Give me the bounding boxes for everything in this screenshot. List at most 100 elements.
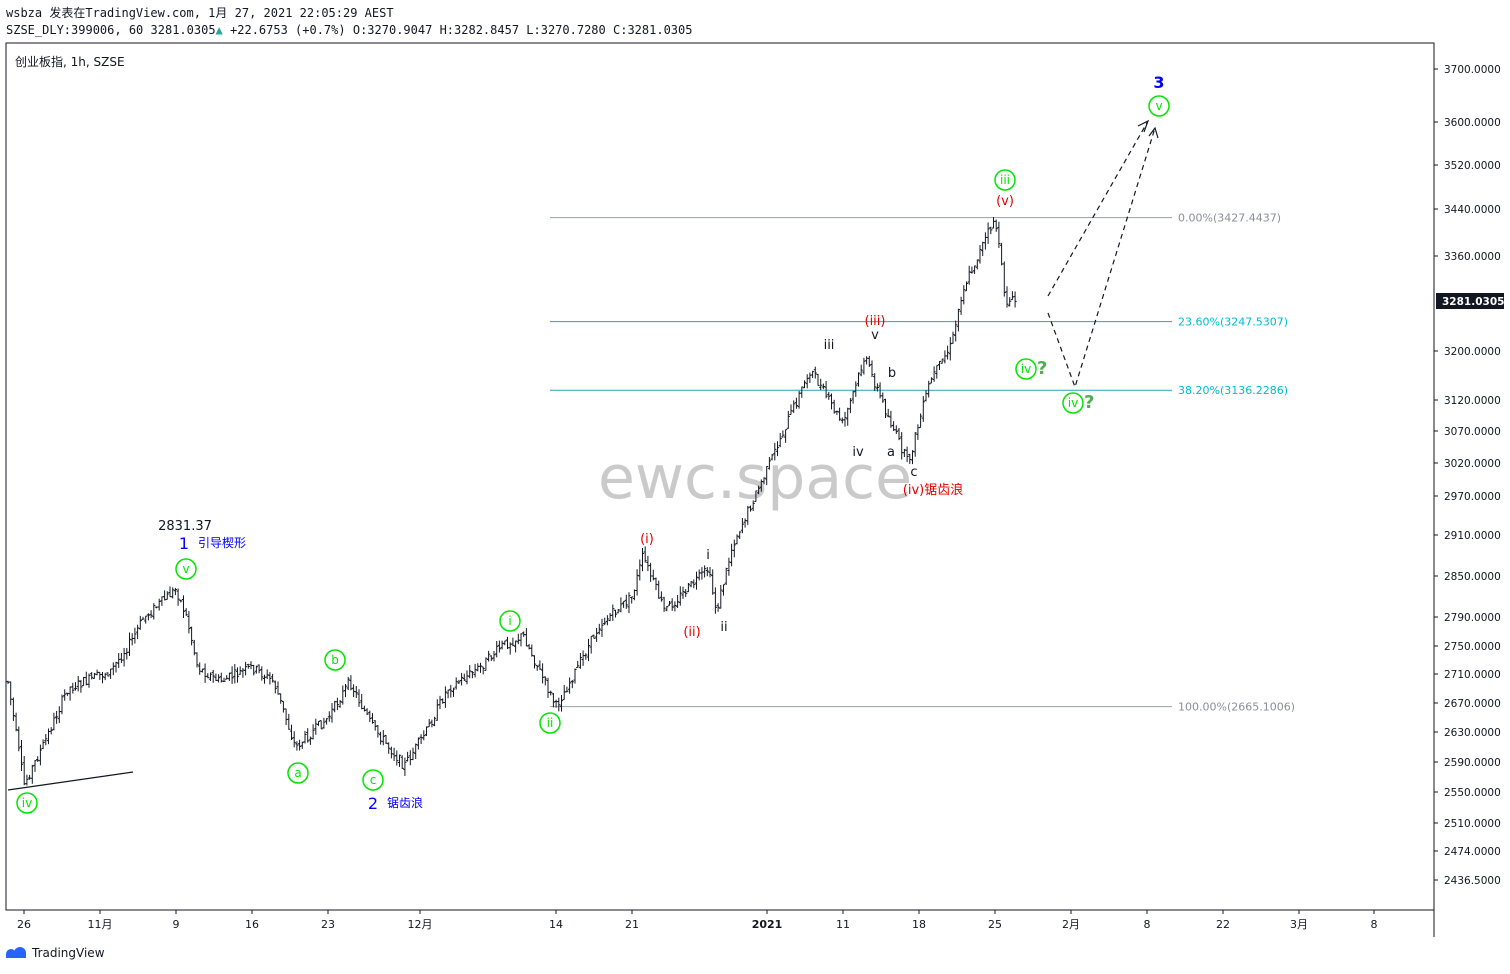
y-tick-label: 2710.0000 (1444, 669, 1501, 681)
y-tick-label: 2970.0000 (1444, 491, 1501, 503)
wave-circle-marker (1148, 95, 1170, 117)
y-tick-label: 2436.5000 (1444, 875, 1501, 887)
wave-circle-label: iv (1068, 396, 1078, 410)
blue-wave-note: 锯齿浪 (387, 795, 423, 810)
low-value: 3270.7280 (540, 23, 606, 37)
symbol-label: 创业板指, 1h, SZSE (15, 55, 125, 69)
cloud-logo-icon (6, 947, 28, 959)
wave-circle-marker (175, 558, 197, 580)
arrow-head-icon (1148, 126, 1159, 139)
fib-level-label: 23.60%(3247.5307) (1178, 316, 1288, 329)
black-wave-label: a (887, 445, 895, 460)
x-tick-label: 18 (912, 918, 926, 931)
wave-circle-label: i (508, 614, 511, 628)
x-tick-label: 8 (1144, 918, 1151, 931)
x-tick-label: 25 (988, 918, 1002, 931)
close-value: 3281.0305 (627, 23, 693, 37)
x-tick-label: 14 (549, 918, 563, 931)
wave-circle-label: v (182, 562, 189, 576)
wave-circle-label: b (331, 653, 339, 667)
blue-wave-note: 引导楔形 (198, 536, 246, 550)
y-tick-label: 3200.0000 (1444, 346, 1501, 358)
question-mark: ? (1084, 392, 1094, 413)
y-tick-label: 3440.0000 (1444, 204, 1501, 216)
x-tick-label: 2021 (752, 918, 783, 931)
y-tick-label: 2510.0000 (1444, 818, 1501, 830)
publish-header: wsbza 发表在TradingView.com, 1月 27, 2021 22… (6, 4, 394, 21)
red-wave-label: (iv)锯齿浪 (903, 483, 963, 498)
tradingview-logo[interactable]: TradingView (6, 946, 105, 960)
black-wave-label: c (910, 465, 917, 480)
projection-arrow-line (1047, 127, 1156, 389)
x-tick-label: 8 (1371, 918, 1378, 931)
wave-circle-label: iv (1021, 362, 1031, 376)
price-change: +22.6753 (+0.7%) (230, 23, 346, 37)
y-tick-label: 2850.0000 (1444, 571, 1501, 583)
y-tick-label: 3520.0000 (1444, 160, 1501, 172)
high-label: H: (439, 23, 455, 37)
x-tick-label: 26 (17, 918, 31, 931)
y-tick-label: 3020.0000 (1444, 458, 1501, 470)
black-wave-label: v (871, 328, 879, 343)
wave-circle-marker (362, 769, 384, 791)
y-tick-label: 3360.0000 (1444, 251, 1501, 263)
fib-level-label: 0.00%(3427.4437) (1178, 212, 1281, 225)
watermark: ewc.space (598, 443, 912, 513)
high-value: 3282.8457 (454, 23, 520, 37)
wave-circle-marker (499, 610, 521, 632)
low-label: L: (526, 23, 541, 37)
black-wave-label: b (888, 366, 896, 381)
y-tick-label: 2630.0000 (1444, 727, 1501, 739)
blue-wave-label: 1 (179, 534, 189, 553)
arrow-head-icon (1137, 119, 1150, 133)
x-tick-label: 23 (321, 918, 335, 931)
ohlc-legend: SZSE_DLY:399006, 60 3281.0305▲ +22.6753 … (6, 23, 692, 37)
wave-circle-label: a (294, 766, 301, 780)
blue-wave-label: 2 (368, 794, 378, 813)
wave-circle-marker (287, 762, 309, 784)
black-wave-label: ii (720, 620, 727, 635)
x-tick-label: 21 (625, 918, 639, 931)
y-tick-label: 3120.0000 (1444, 395, 1501, 407)
publish-info: 发表在TradingView.com, 1月 27, 2021 22:05:29… (49, 6, 394, 20)
y-tick-label: 2590.0000 (1444, 757, 1501, 769)
y-tick-label: 2750.0000 (1444, 641, 1501, 653)
wave-circle-marker (1062, 392, 1084, 414)
wave-circle-marker (16, 792, 38, 814)
red-wave-label: (iii) (865, 314, 886, 329)
x-tick-label: 11月 (88, 918, 113, 931)
red-wave-label: (i) (640, 532, 654, 547)
x-tick-label: 12月 (408, 918, 433, 931)
current-price-label: 3281.0305 (1442, 296, 1504, 308)
wave-circle-label: iv (22, 796, 32, 810)
wave-circle-marker (994, 169, 1016, 191)
x-tick-label: 2月 (1062, 918, 1080, 931)
y-tick-label: 3070.0000 (1444, 426, 1501, 438)
question-mark: ? (1037, 358, 1047, 379)
wave-circle-marker (324, 649, 346, 671)
y-tick-label: 2550.0000 (1444, 787, 1501, 799)
y-tick-label: 2790.0000 (1444, 612, 1501, 624)
fib-level-label: 100.00%(2665.1006) (1178, 701, 1295, 714)
wave-circle-label: iii (1000, 173, 1010, 187)
last-price: 3281.0305 (150, 23, 216, 37)
symbol-code: SZSE_DLY:399006, 60 (6, 23, 144, 37)
blue-wave-label: 3 (1153, 73, 1164, 92)
y-tick-label: 3700.0000 (1444, 64, 1501, 76)
x-tick-label: 22 (1216, 918, 1230, 931)
open-value: 3270.9047 (367, 23, 433, 37)
red-wave-label: (v) (996, 194, 1014, 209)
red-wave-label: (ii) (683, 625, 700, 640)
current-price-tag (1436, 293, 1504, 309)
trend-line (7, 771, 134, 791)
y-tick-label: 2670.0000 (1444, 698, 1501, 710)
wave-circle-marker (1015, 358, 1037, 380)
peak-value-label: 2831.37 (158, 519, 212, 534)
wave-circle-label: c (370, 773, 377, 787)
author-name[interactable]: wsbza (6, 6, 43, 20)
x-tick-label: 9 (173, 918, 180, 931)
x-tick-label: 16 (245, 918, 259, 931)
x-tick-label: 11 (836, 918, 850, 931)
black-wave-label: iii (824, 338, 835, 353)
